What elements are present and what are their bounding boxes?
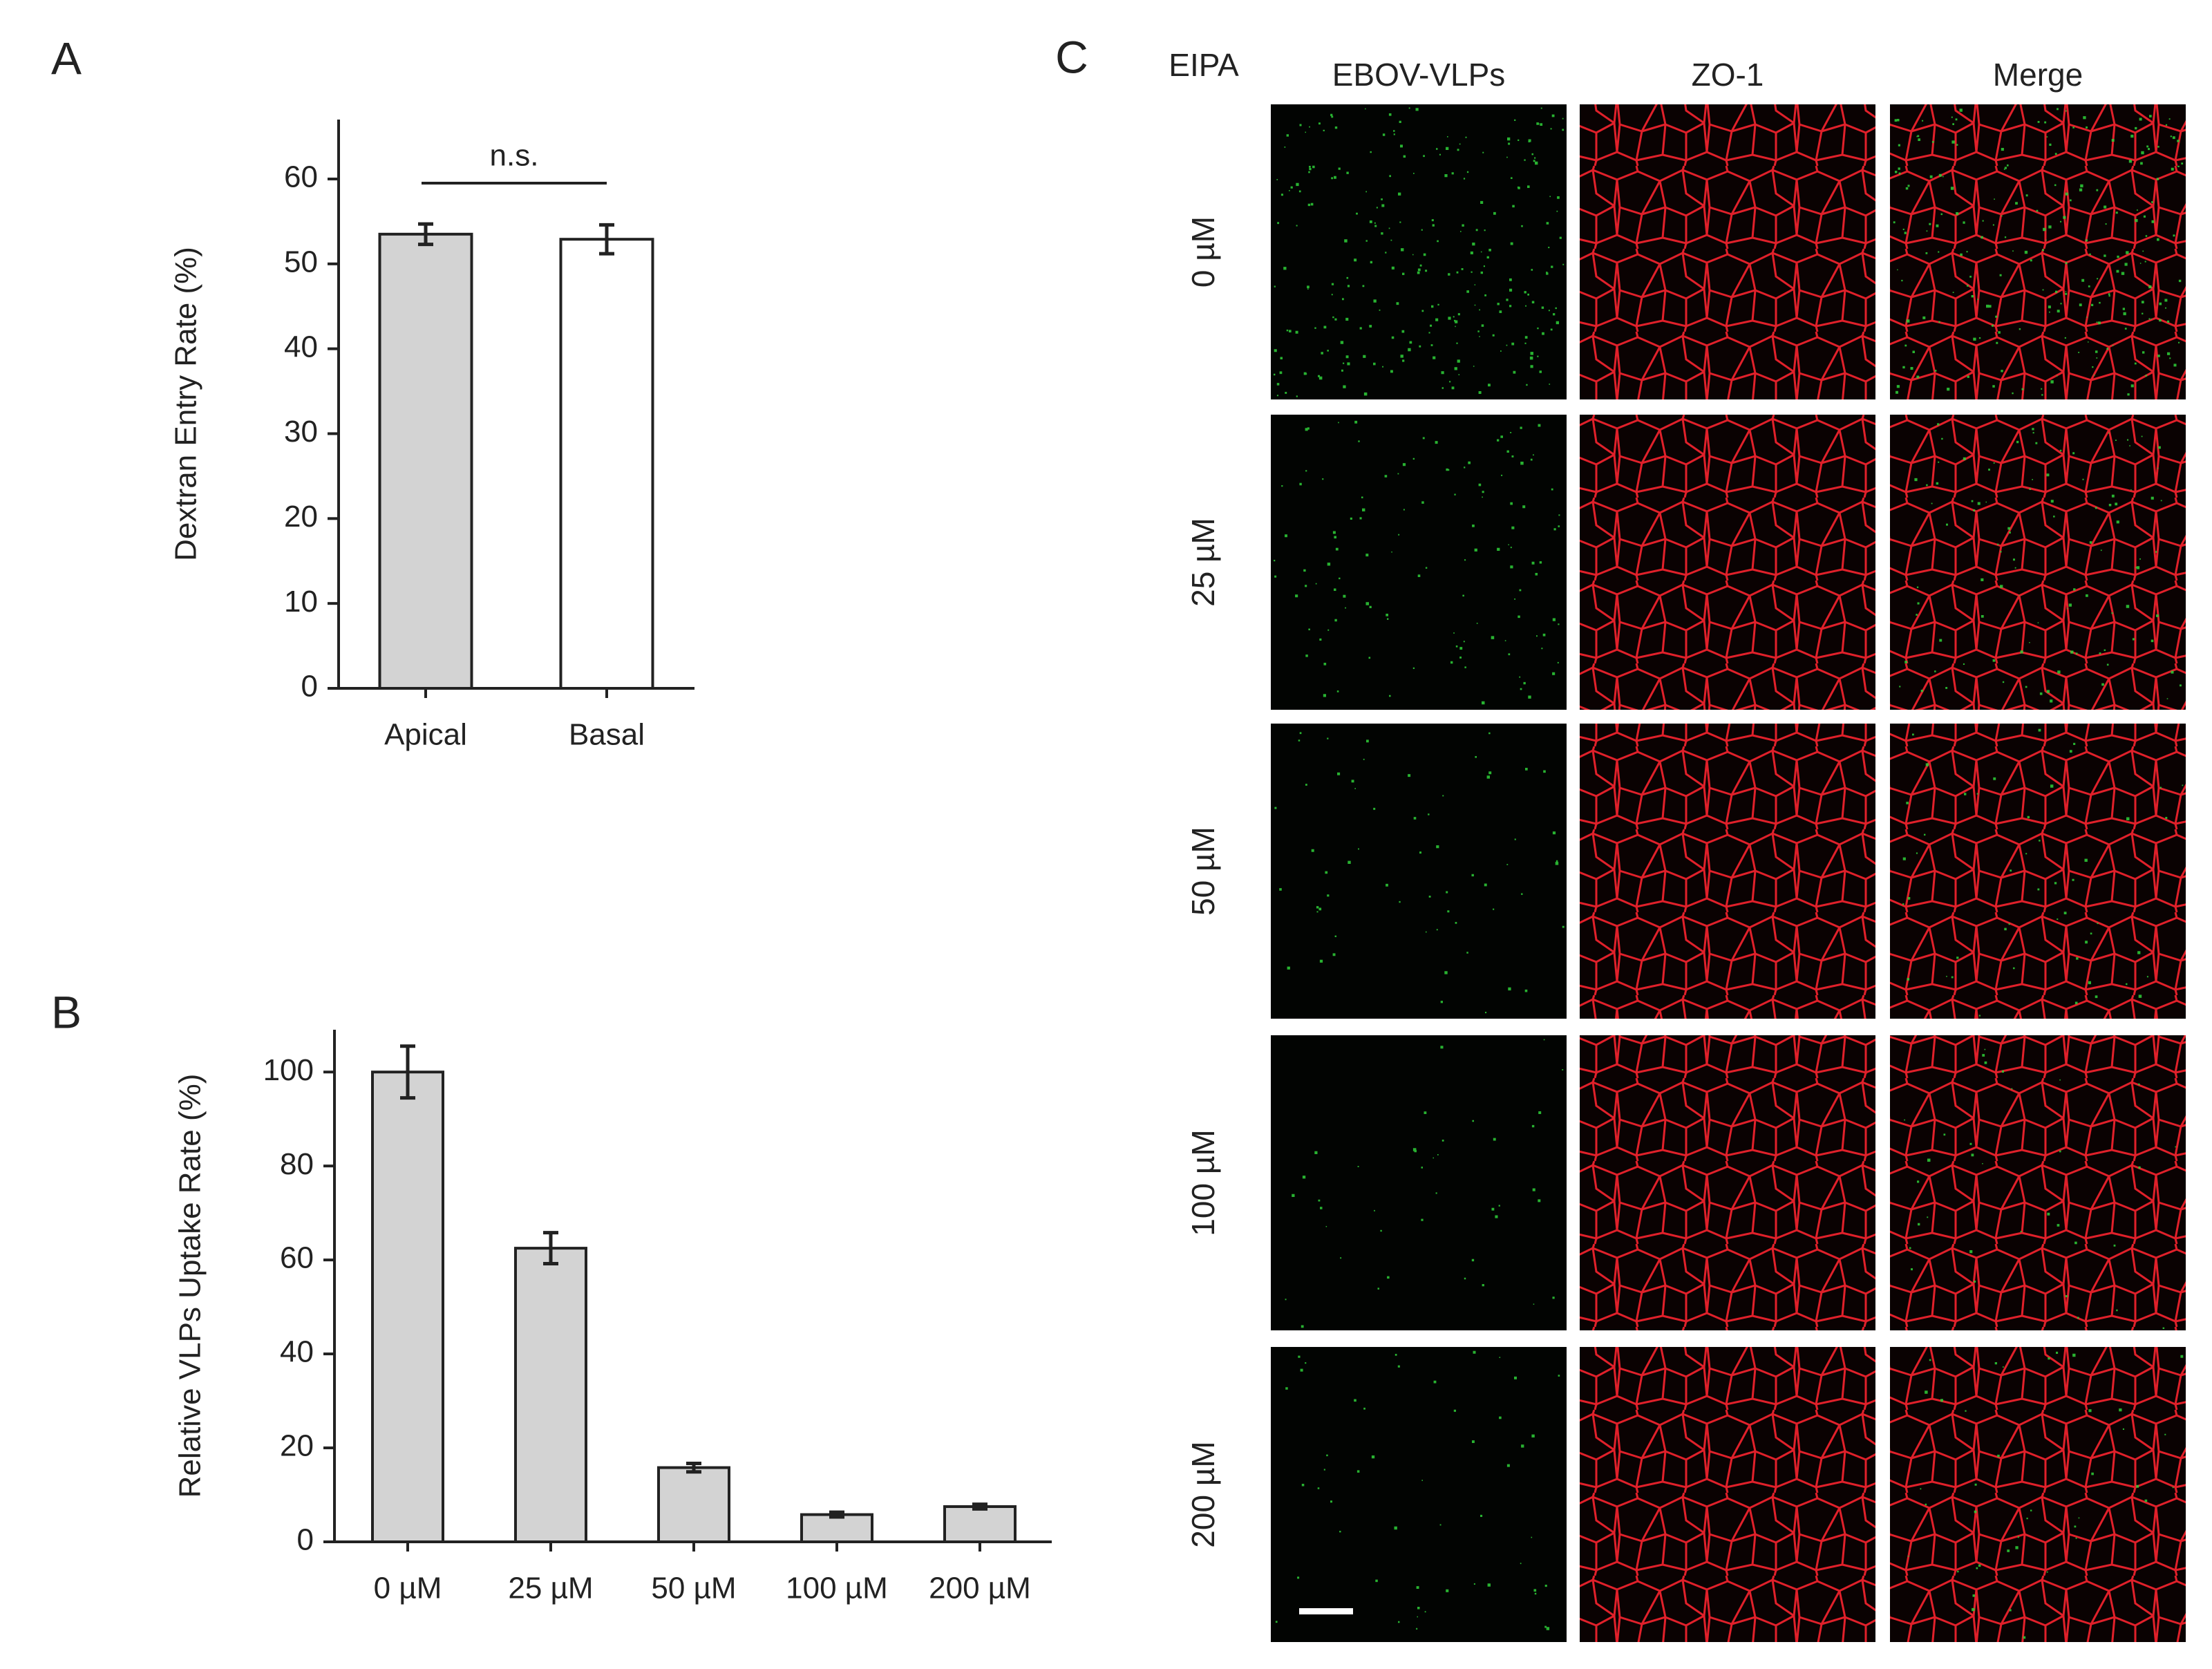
micrograph (1580, 1347, 1875, 1642)
panel-label: B (51, 986, 82, 1037)
row-label: 0 µM (1185, 216, 1221, 287)
bar (371, 1071, 444, 1543)
column-header: EBOV-VLPs (1332, 57, 1506, 93)
micrograph (1271, 415, 1567, 710)
error-bar (686, 1461, 701, 1474)
x-tick-label: 100 µM (786, 1572, 888, 1605)
image-background (1890, 724, 2186, 1019)
bar (657, 1466, 730, 1544)
panel-label: C (1055, 31, 1088, 82)
bar (378, 232, 473, 690)
micrograph (1271, 724, 1567, 1019)
y-tick-label: 80 (280, 1147, 314, 1181)
bar-chart: A Dextran Entry Rate (%) 0 10 20 30 40 50 60 Apic… (51, 32, 694, 752)
image-background (1890, 1035, 2186, 1330)
column-header: ZO-1 (1692, 57, 1764, 93)
y-tick-label: 40 (284, 330, 318, 364)
micrograph (1890, 724, 2186, 1019)
y-tick-label: 60 (284, 160, 318, 194)
y-tick-label: 20 (280, 1429, 314, 1463)
image-background (1580, 415, 1875, 710)
y-tick-label: 40 (280, 1335, 314, 1369)
y-tick-label: 60 (280, 1241, 314, 1275)
y-tick-label: 100 (263, 1053, 314, 1087)
bar-chart: B Relative VLPs Uptake Rate (%) 0 20 40 60 80 1… (51, 986, 1052, 1605)
y-tick-label: 30 (284, 415, 318, 449)
error-bar (829, 1510, 844, 1519)
row-label: 100 µM (1185, 1129, 1221, 1236)
y-axis-label: Relative VLPs Uptake Rate (%) (173, 1074, 207, 1498)
micrograph (1580, 104, 1875, 399)
row-title: EIPA (1169, 47, 1239, 83)
image-background (1890, 1347, 2186, 1642)
y-tick-label: 20 (284, 500, 318, 534)
annotation: n.s. (490, 139, 539, 173)
micrograph (1890, 1035, 2186, 1330)
micrograph (1271, 1347, 1567, 1642)
micrograph (1271, 104, 1567, 399)
image-background (1271, 415, 1567, 710)
y-axis-label: Dextran Entry Rate (%) (169, 247, 203, 561)
micrograph (1580, 1035, 1875, 1330)
panel-label: A (51, 32, 82, 84)
row-label: 50 µM (1185, 827, 1221, 916)
x-tick-label: 50 µM (651, 1572, 736, 1605)
image-background (1271, 724, 1567, 1019)
image-background (1580, 724, 1875, 1019)
x-tick-label: 200 µM (929, 1572, 1031, 1605)
image-background (1271, 104, 1567, 399)
error-bar (543, 1231, 558, 1266)
y-tick-label: 50 (284, 245, 318, 279)
error-bar (972, 1502, 987, 1511)
micrograph (1890, 104, 2186, 399)
image-background (1890, 104, 2186, 399)
image-background (1271, 1347, 1567, 1642)
bar (800, 1513, 873, 1543)
image-background (1580, 104, 1875, 399)
y-tick-label: 10 (284, 585, 318, 619)
x-tick-label: Basal (569, 718, 645, 752)
micrograph (1271, 1035, 1567, 1330)
bar (559, 238, 654, 690)
bar (514, 1247, 587, 1543)
row-label: 200 µM (1185, 1441, 1221, 1547)
y-tick-label: 0 (297, 1523, 314, 1557)
error-bar (418, 222, 433, 247)
micrograph (1580, 415, 1875, 710)
column-header: Merge (1993, 57, 2083, 93)
micrograph (1890, 1347, 2186, 1642)
x-tick-label: 25 µM (508, 1572, 593, 1605)
image-background (1271, 1035, 1567, 1330)
image-background (1580, 1347, 1875, 1642)
x-tick-label: Apical (384, 718, 467, 752)
error-bar (400, 1044, 415, 1100)
scale-bar (1299, 1608, 1353, 1614)
y-tick-label: 0 (301, 670, 318, 704)
row-label: 25 µM (1185, 518, 1221, 607)
bar (943, 1505, 1017, 1543)
micrograph (1580, 724, 1875, 1019)
error-bar (599, 223, 614, 256)
panel-c: C EIPA EBOV-VLPs ZO-1 Merge 0 µM 25 µM 50 µM 1… (1055, 31, 2186, 1642)
micrograph (1890, 415, 2186, 710)
x-tick-label: 0 µM (374, 1572, 442, 1605)
image-background (1580, 1035, 1875, 1330)
image-background (1890, 415, 2186, 710)
